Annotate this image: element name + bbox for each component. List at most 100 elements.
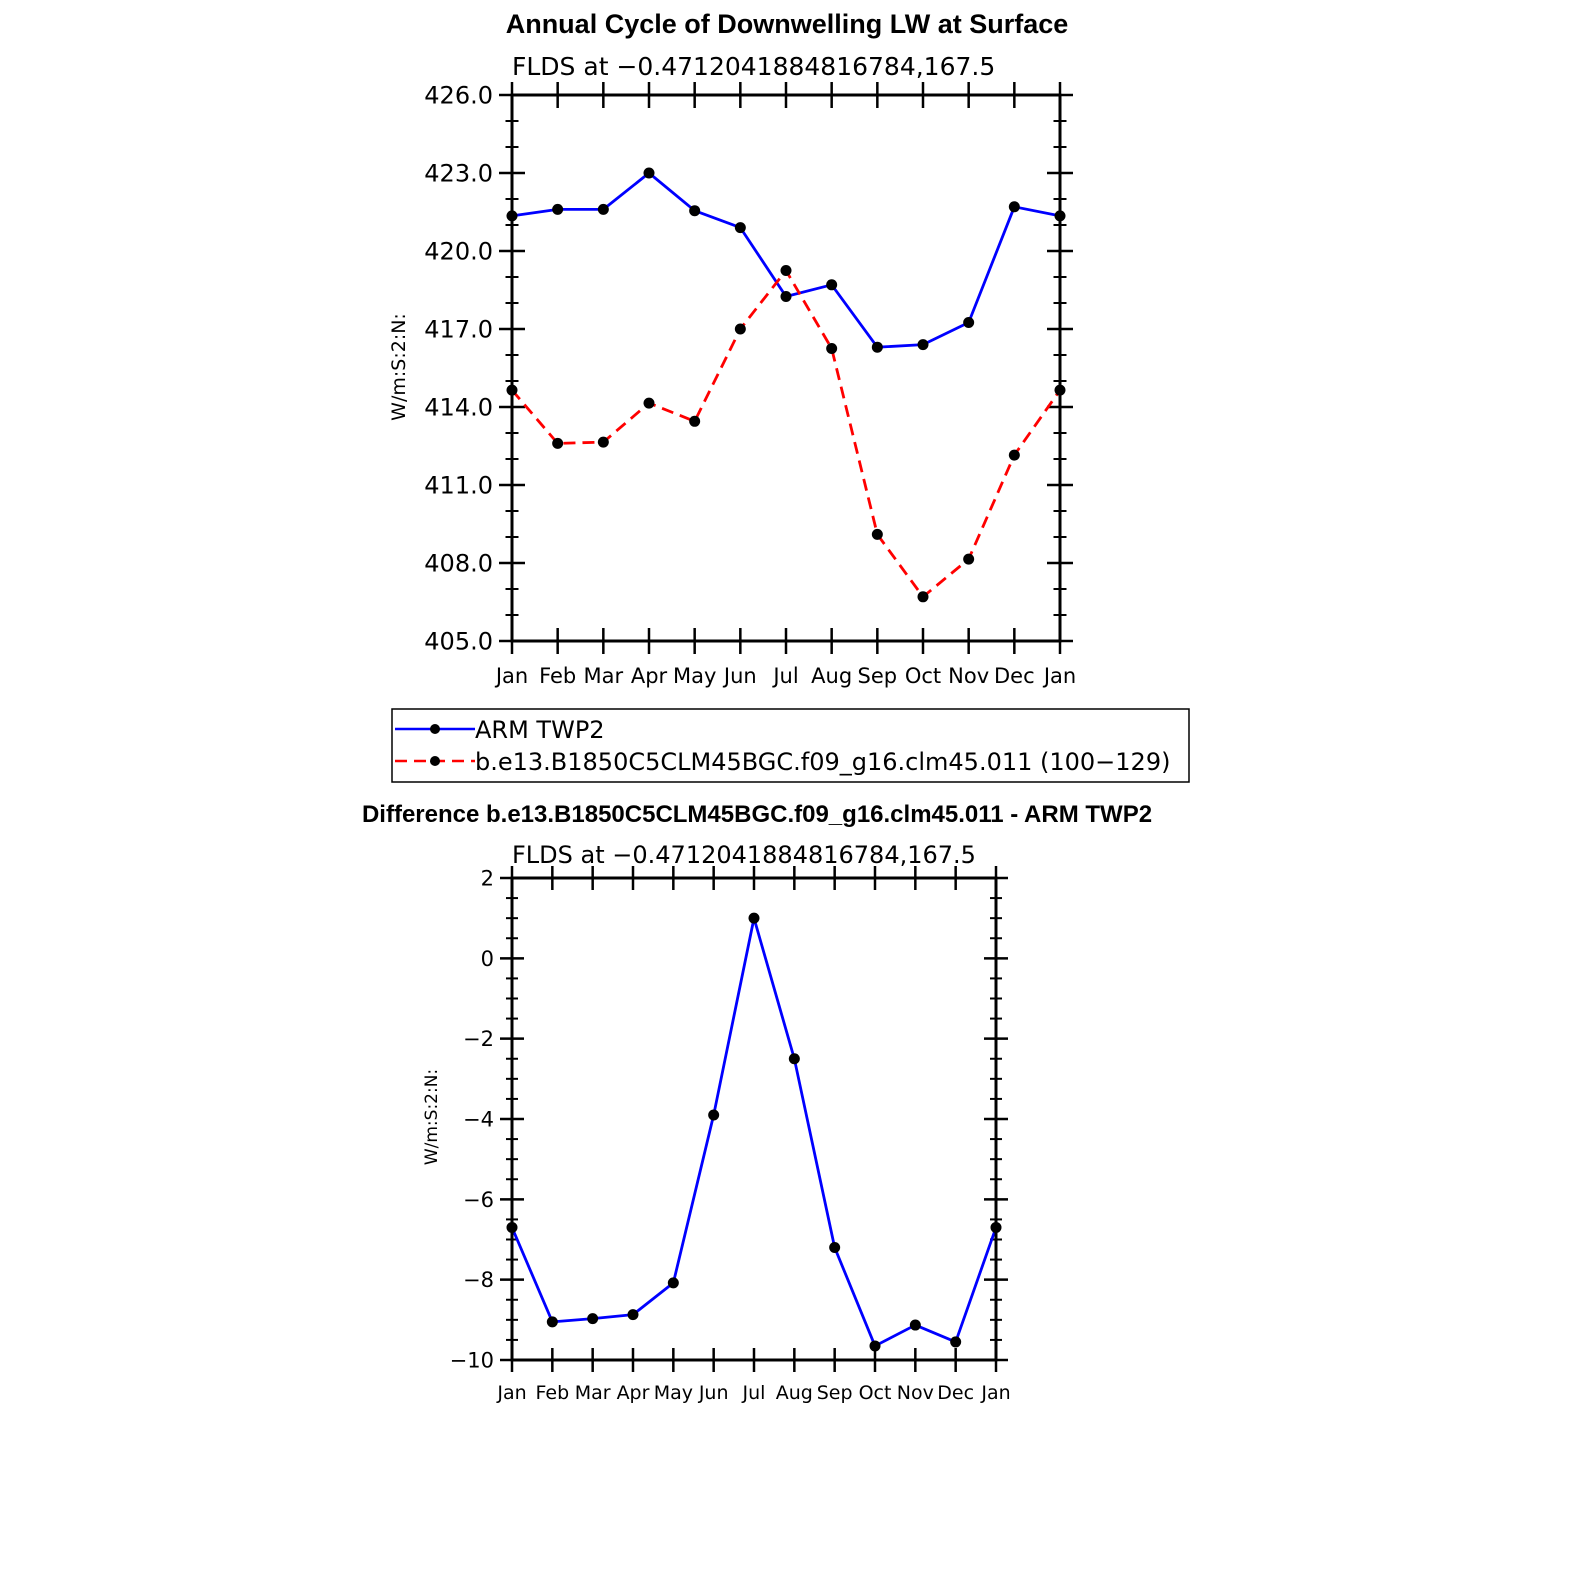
legend-label-model: b.e13.B1850C5CLM45BGC.f09_g16.clm45.011 …: [475, 748, 1170, 776]
data-point-arm-twp2: [597, 203, 609, 215]
chart-subtitle: FLDS at −0.4712041884816784,167.5: [512, 841, 976, 869]
data-point-series-1: [748, 912, 760, 924]
data-point-b-e13-b1850c5clm45bgc-f09-g16-clm45-011-100-129: [826, 343, 838, 354]
data-point-arm-twp2: [963, 317, 975, 328]
y-tick-label: 417.0: [424, 316, 493, 344]
y-tick-label: 0: [481, 947, 494, 971]
x-ticks: Jan Feb Mar Apr May Jun Jul Aug Sep Oct Nov Dec Jan: [496, 866, 1011, 1404]
data-point-series-1: [950, 1336, 962, 1348]
x-tick-label: Aug: [811, 664, 852, 688]
data-point-b-e13-b1850c5clm45bgc-f09-g16-clm45-011-100-129: [917, 591, 929, 603]
x-tick-label: Jan: [1042, 664, 1076, 688]
data-point-series-1: [627, 1309, 639, 1321]
x-tick-label: Jul: [771, 664, 798, 688]
x-tick-label: Jan: [980, 1382, 1010, 1404]
x-tick-label: Apr: [631, 664, 668, 688]
plot-frame: [510, 876, 998, 1362]
plot-frame: [510, 93, 1062, 643]
series-points: [506, 167, 1066, 603]
x-tick-label: Sep: [817, 1382, 853, 1404]
x-tick-label: Oct: [905, 664, 941, 688]
legend-item-arm-twp2: ARM TWP2: [395, 716, 605, 744]
series-line-arm-twp2: [511, 171, 1061, 349]
data-point-arm-twp2: [917, 339, 929, 351]
x-tick-label: Jul: [742, 1382, 766, 1404]
series-line-series-1: [510, 916, 998, 1348]
data-point-b-e13-b1850c5clm45bgc-f09-g16-clm45-011-100-129: [963, 553, 975, 565]
x-tick-label: Aug: [776, 1382, 813, 1404]
x-tick-label: May: [673, 664, 716, 688]
y-tick-label: 420.0: [424, 238, 493, 266]
y-tick-label: 2: [481, 867, 494, 891]
y-tick-label: −6: [463, 1188, 494, 1212]
data-point-b-e13-b1850c5clm45bgc-f09-g16-clm45-011-100-129: [871, 528, 883, 540]
x-tick-label: Mar: [584, 664, 624, 688]
data-point-series-1: [587, 1313, 599, 1325]
data-point-arm-twp2: [1008, 201, 1020, 213]
data-point-b-e13-b1850c5clm45bgc-f09-g16-clm45-011-100-129: [689, 415, 701, 427]
x-tick-label: Nov: [897, 1382, 934, 1404]
data-point-arm-twp2: [734, 222, 746, 234]
data-point-b-e13-b1850c5clm45bgc-f09-g16-clm45-011-100-129: [734, 323, 746, 335]
data-point-series-1: [708, 1109, 720, 1121]
data-point-series-1: [667, 1277, 679, 1289]
y-ticks: 405.0 408.0 411.0 414.0 417.0 420.0 423.0 426.0: [424, 82, 1073, 656]
data-point-series-1: [829, 1242, 841, 1254]
data-point-b-e13-b1850c5clm45bgc-f09-g16-clm45-011-100-129: [552, 437, 564, 449]
y-tick-label: 411.0: [424, 472, 493, 500]
y-tick-label: 408.0: [424, 550, 493, 578]
x-tick-label: Mar: [575, 1382, 611, 1404]
chart-subtitle: FLDS at −0.4712041884816784,167.5: [512, 52, 995, 81]
y-tick-label: −2: [463, 1027, 494, 1051]
legend-marker-arm-twp2: [430, 724, 440, 734]
x-tick-label: Feb: [536, 1382, 570, 1404]
data-point-series-1: [909, 1319, 921, 1331]
y-tick-label: −4: [463, 1108, 494, 1132]
x-ticks: Jan Feb Mar Apr May Jun Jul Aug Sep Oct Nov Dec Jan: [494, 82, 1076, 688]
data-point-b-e13-b1850c5clm45bgc-f09-g16-clm45-011-100-129: [597, 436, 609, 448]
x-tick-label: Jun: [698, 1382, 729, 1404]
y-tick-label: 426.0: [424, 82, 493, 110]
data-point-arm-twp2: [689, 205, 701, 217]
x-tick-label: May: [654, 1382, 693, 1404]
x-tick-label: Jun: [722, 664, 757, 688]
data-point-series-1: [546, 1316, 558, 1328]
y-ticks: −10 −8 −6 −4 −2 0 2: [450, 867, 1008, 1373]
series-lines: [510, 916, 998, 1348]
chart-title: Annual Cycle of Downwelling LW at Surfac…: [506, 9, 1069, 39]
x-tick-label: Jan: [496, 1382, 526, 1404]
legend: ARM TWP2 b.e13.B1850C5CLM45BGC.f09_g16.c…: [391, 708, 1190, 783]
data-point-series-1: [788, 1053, 800, 1065]
y-tick-label: −10: [450, 1349, 494, 1373]
data-point-b-e13-b1850c5clm45bgc-f09-g16-clm45-011-100-129: [643, 397, 655, 409]
x-tick-label: Feb: [539, 664, 576, 688]
annual-cycle-chart: Annual Cycle of Downwelling LW at Surfac…: [388, 9, 1076, 688]
x-tick-label: Jan: [494, 664, 528, 688]
x-tick-label: Oct: [859, 1382, 892, 1404]
y-axis-label: W/m:S:2:N:: [422, 1069, 442, 1165]
data-point-arm-twp2: [780, 291, 792, 302]
chart-title: Difference b.e13.B1850C5CLM45BGC.f09_g16…: [362, 801, 1152, 828]
series-line-b-e13-b1850c5clm45bgc-f09-g16-clm45-011-100-129: [510, 269, 1062, 599]
x-tick-label: Sep: [858, 664, 898, 688]
difference-chart: Difference b.e13.B1850C5CLM45BGC.f09_g16…: [362, 801, 1152, 1404]
y-tick-label: 414.0: [424, 394, 493, 422]
legend-marker-model: [430, 756, 440, 766]
series-lines: [510, 171, 1062, 599]
y-tick-label: 423.0: [424, 160, 493, 188]
y-tick-label: −8: [463, 1268, 494, 1292]
x-tick-label: Nov: [948, 664, 989, 688]
data-point-arm-twp2: [826, 279, 838, 291]
x-tick-label: Dec: [994, 664, 1035, 688]
legend-label-arm-twp2: ARM TWP2: [475, 716, 605, 744]
legend-box: [391, 708, 1190, 783]
series-points: [506, 912, 1002, 1352]
y-axis-label: W/m:S:2:N:: [388, 313, 410, 421]
data-point-arm-twp2: [643, 167, 655, 179]
data-point-arm-twp2: [871, 341, 883, 353]
x-tick-label: Apr: [617, 1382, 650, 1404]
legend-item-model: b.e13.B1850C5CLM45BGC.f09_g16.clm45.011 …: [395, 748, 1170, 776]
x-tick-label: Dec: [937, 1382, 974, 1404]
y-tick-label: 405.0: [424, 628, 493, 656]
